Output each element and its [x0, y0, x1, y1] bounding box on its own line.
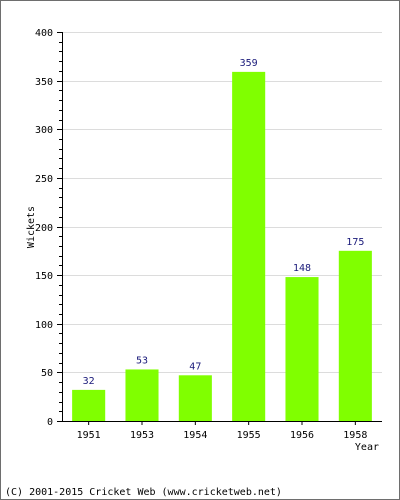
y-axis-title: Wickets — [26, 206, 37, 248]
x-tick-label: 1953 — [130, 430, 154, 441]
data-label: 47 — [189, 361, 201, 372]
y-tick-label: 250 — [35, 174, 53, 185]
y-tick-labels: 0 50 100 150 200 250 300 350 400 — [35, 28, 53, 428]
data-label: 175 — [346, 237, 364, 248]
x-tick-label: 1958 — [343, 430, 367, 441]
y-tick-label: 50 — [41, 368, 53, 379]
data-label: 359 — [240, 58, 258, 69]
x-tick-label: 1955 — [237, 430, 261, 441]
grid-lines — [62, 32, 382, 373]
x-tick-label: 1954 — [183, 430, 207, 441]
y-tick-label: 300 — [35, 125, 53, 136]
copyright-credit: (C) 2001-2015 Cricket Web (www.cricketwe… — [5, 487, 282, 498]
bar — [178, 375, 212, 421]
bar — [72, 389, 106, 421]
bars — [72, 71, 372, 421]
bar — [285, 277, 319, 421]
x-axis-title: Year — [355, 442, 379, 453]
y-tick-label: 150 — [35, 271, 53, 282]
axes — [57, 32, 382, 425]
x-tick-label: 1951 — [77, 430, 101, 441]
data-label: 148 — [293, 263, 311, 274]
bar — [338, 250, 372, 421]
y-tick-label: 100 — [35, 320, 53, 331]
bar — [125, 369, 159, 421]
data-label: 53 — [136, 355, 148, 366]
y-tick-label: 200 — [35, 223, 53, 234]
y-tick-label: 400 — [35, 28, 53, 39]
bar — [232, 71, 266, 421]
x-tick-label: 1956 — [290, 430, 314, 441]
x-tick-labels: 1951 1953 1954 1955 1956 1958 — [77, 430, 368, 441]
y-tick-label: 350 — [35, 77, 53, 88]
data-label: 32 — [83, 376, 95, 387]
data-labels: 32 53 47 359 148 175 — [83, 58, 365, 387]
y-tick-label: 0 — [47, 417, 53, 428]
